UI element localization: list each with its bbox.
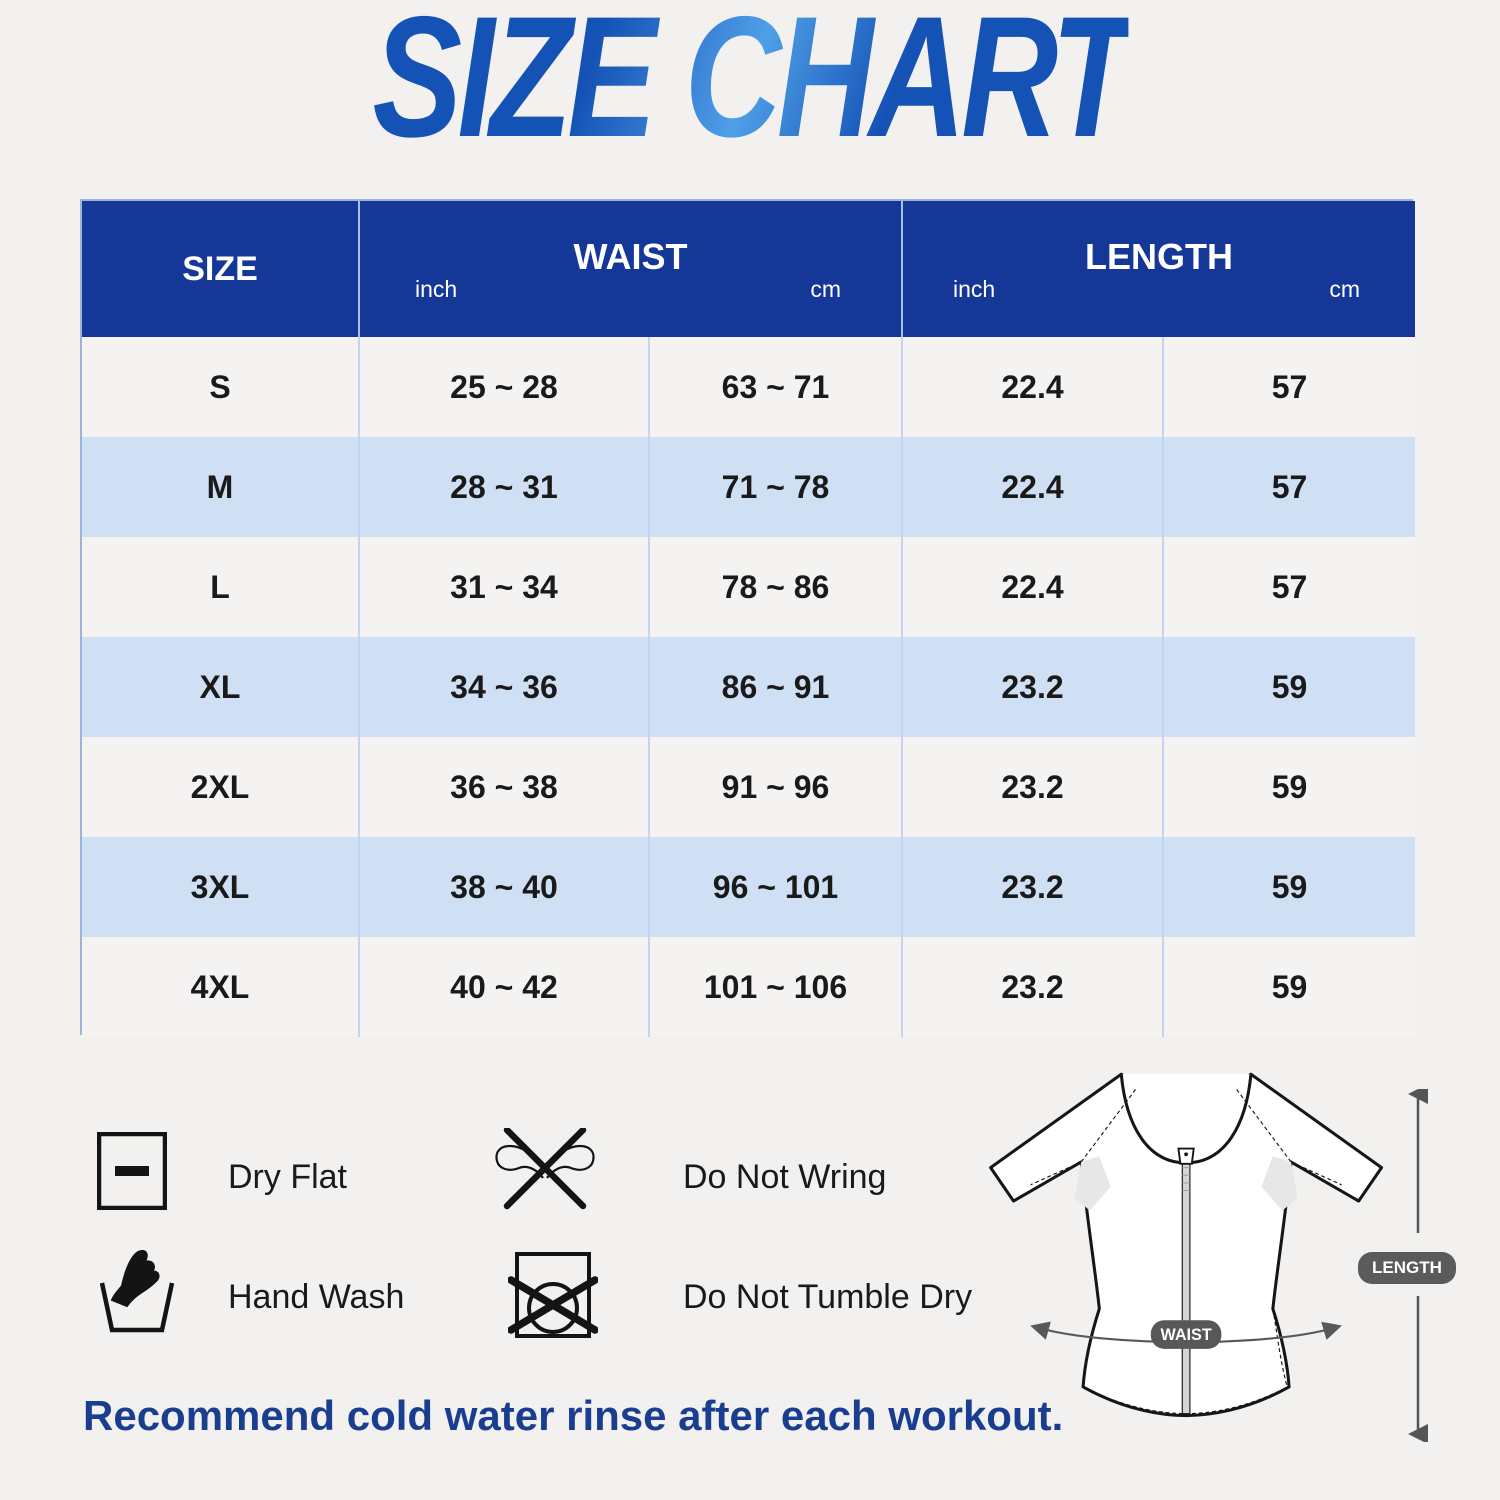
svg-text:WAIST: WAIST — [1160, 1326, 1211, 1344]
